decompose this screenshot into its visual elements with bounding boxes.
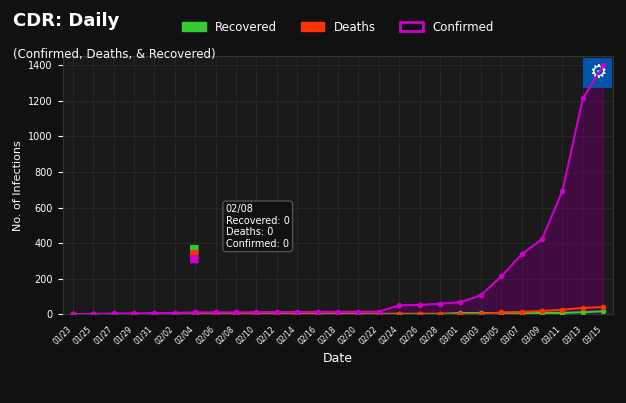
Deaths bbox=[498, 310, 505, 315]
Y-axis label: No. of Infections: No. of Infections bbox=[13, 140, 23, 231]
Confirmed bbox=[396, 303, 403, 307]
Recovered bbox=[294, 312, 301, 316]
Recovered bbox=[375, 312, 382, 316]
Text: 02/08
Recovered: 0
Deaths: 0
Confirmed: 0: 02/08 Recovered: 0 Deaths: 0 Confirmed: … bbox=[226, 204, 290, 249]
Confirmed bbox=[273, 310, 280, 314]
Recovered bbox=[314, 312, 321, 316]
Deaths bbox=[355, 312, 362, 317]
Confirmed bbox=[579, 96, 587, 101]
Deaths bbox=[477, 312, 485, 317]
Recovered bbox=[151, 312, 158, 316]
Confirmed bbox=[171, 310, 178, 315]
Deaths bbox=[151, 312, 158, 317]
Text: (Confirmed, Deaths, & Recovered): (Confirmed, Deaths, & Recovered) bbox=[13, 48, 215, 61]
Confirmed bbox=[294, 310, 301, 314]
Recovered bbox=[130, 312, 138, 317]
Confirmed bbox=[559, 188, 567, 193]
Recovered bbox=[212, 312, 219, 316]
Confirmed bbox=[253, 310, 260, 315]
Confirmed bbox=[538, 237, 546, 241]
Recovered bbox=[192, 312, 199, 316]
Legend: Recovered, Deaths, Confirmed: Recovered, Deaths, Confirmed bbox=[177, 16, 499, 38]
Text: CDR: Daily: CDR: Daily bbox=[13, 12, 119, 30]
Recovered bbox=[396, 312, 403, 316]
Recovered bbox=[498, 311, 505, 316]
X-axis label: Date: Date bbox=[323, 352, 353, 365]
Line: Deaths: Deaths bbox=[71, 305, 605, 316]
Recovered bbox=[273, 312, 280, 316]
Deaths bbox=[69, 312, 76, 317]
Deaths bbox=[192, 312, 199, 317]
Recovered bbox=[457, 311, 464, 316]
Deaths bbox=[110, 312, 117, 317]
Confirmed bbox=[151, 311, 158, 316]
Deaths bbox=[130, 312, 138, 317]
Confirmed bbox=[110, 311, 117, 316]
Deaths bbox=[212, 312, 219, 317]
Line: Recovered: Recovered bbox=[71, 309, 605, 316]
Deaths bbox=[253, 312, 260, 317]
Confirmed bbox=[130, 311, 138, 316]
Confirmed bbox=[314, 310, 321, 314]
Recovered bbox=[579, 310, 587, 315]
Confirmed bbox=[192, 310, 199, 315]
Recovered bbox=[477, 311, 485, 316]
Recovered bbox=[518, 310, 525, 315]
Deaths bbox=[518, 310, 525, 314]
Deaths bbox=[273, 312, 280, 317]
Confirmed bbox=[498, 274, 505, 279]
Confirmed bbox=[375, 309, 382, 314]
Deaths bbox=[232, 312, 240, 317]
Confirmed bbox=[90, 312, 97, 316]
Confirmed bbox=[600, 63, 607, 68]
Recovered bbox=[538, 310, 546, 315]
Deaths bbox=[171, 312, 178, 317]
Recovered bbox=[436, 312, 444, 316]
Deaths bbox=[416, 312, 423, 317]
Deaths bbox=[436, 312, 444, 317]
Recovered bbox=[355, 312, 362, 316]
Deaths bbox=[90, 312, 97, 317]
Deaths bbox=[579, 305, 587, 310]
Text: ⚙: ⚙ bbox=[589, 63, 607, 82]
Confirmed bbox=[334, 310, 342, 314]
Recovered bbox=[559, 310, 567, 315]
Confirmed bbox=[518, 252, 525, 257]
Deaths bbox=[294, 312, 301, 317]
Confirmed bbox=[436, 301, 444, 306]
Confirmed bbox=[212, 310, 219, 315]
Recovered bbox=[90, 312, 97, 317]
Confirmed bbox=[232, 310, 240, 315]
Recovered bbox=[69, 312, 76, 317]
Confirmed bbox=[69, 312, 76, 317]
Deaths bbox=[559, 307, 567, 312]
Confirmed bbox=[416, 303, 423, 307]
Line: Confirmed: Confirmed bbox=[71, 63, 605, 316]
Deaths bbox=[334, 312, 342, 317]
Text: ■: ■ bbox=[189, 254, 200, 264]
Confirmed bbox=[477, 293, 485, 297]
Text: ■: ■ bbox=[189, 243, 200, 253]
Deaths bbox=[538, 309, 546, 314]
Recovered bbox=[232, 312, 240, 316]
Deaths bbox=[314, 312, 321, 317]
Text: ■: ■ bbox=[189, 249, 200, 259]
Confirmed bbox=[457, 300, 464, 305]
Confirmed bbox=[355, 309, 362, 314]
Recovered bbox=[600, 309, 607, 314]
Recovered bbox=[253, 312, 260, 316]
Recovered bbox=[110, 312, 117, 317]
Recovered bbox=[334, 312, 342, 316]
Recovered bbox=[416, 312, 423, 316]
Deaths bbox=[396, 312, 403, 317]
Deaths bbox=[457, 312, 464, 317]
Recovered bbox=[171, 312, 178, 316]
Deaths bbox=[375, 312, 382, 317]
Deaths bbox=[600, 305, 607, 310]
